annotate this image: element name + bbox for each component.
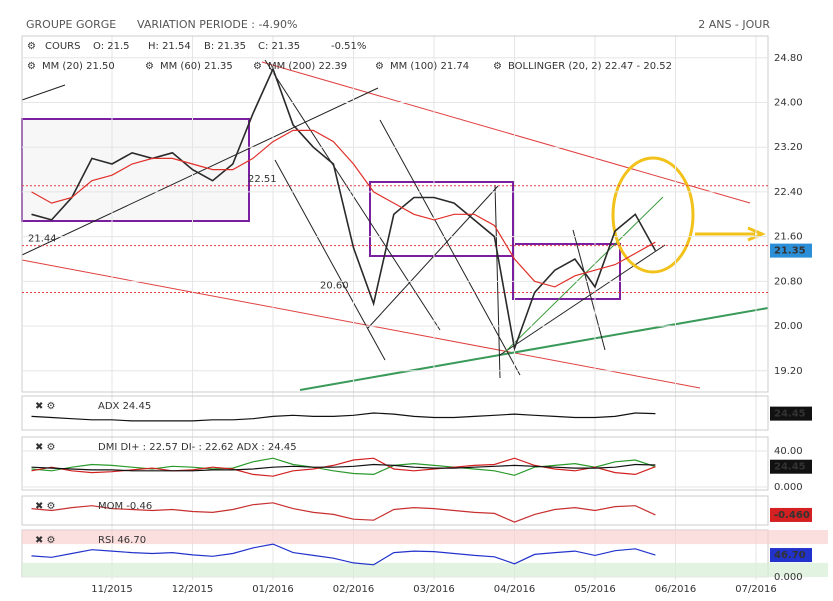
panel-frame [21,495,769,526]
trend-line [264,59,441,331]
legend-indicator: MM (100) 21.74 [390,61,469,72]
highlight-circle [611,156,695,274]
last-value-box [770,548,812,563]
panel-frame [21,436,769,491]
legend-change: -0.51% [331,41,366,52]
legend-icon: ⚙ [253,61,262,72]
series-line [31,543,656,566]
legend-icon: ⚙ [493,61,502,72]
variation: VARIATION PERIODE : -4.90% [137,18,297,31]
legend-high: H: 21.54 [148,41,191,52]
legend-indicator: BOLLINGER (20, 2) 22.47 - 20.52 [508,61,672,72]
x-tick-label: 02/2016 [333,584,375,595]
last-value-label: -0.460 [774,510,810,521]
y-tick-label: 24.80 [774,53,803,64]
level-label: 21.44 [28,234,57,245]
x-tick-label: 05/2016 [574,584,616,595]
rsi-overbought-zone [22,530,828,545]
trend-line [299,307,769,391]
legend-close: C: 21.35 [258,41,300,52]
legend-indicator: MM (200) 22.39 [268,61,347,72]
series-line [31,502,656,523]
y-tick-label: 23.20 [774,142,803,153]
last-value-label: 24.45 [774,462,806,473]
box [512,243,621,300]
y-tick-label: 21.60 [774,232,803,243]
y-tick-label: 22.40 [774,187,803,198]
legend-low: B: 21.35 [204,41,246,52]
legend-indicator: MM (20) 21.50 [42,61,115,72]
x-tick-label: 01/2016 [252,584,294,595]
panel-frame [21,395,769,431]
x-tick-label: 04/2016 [494,584,536,595]
period: 2 ANS - JOUR [698,18,770,31]
y-tick-label: 20.80 [774,276,803,287]
legend-icon: ⚙ [27,41,36,52]
last-value-box [770,507,812,522]
x-tick-label: 07/2016 [735,584,777,595]
trend-line [572,229,606,351]
trend-line [379,119,521,376]
icon: ✖ ⚙ [35,535,56,546]
y-tick-label: 24.00 [774,98,803,109]
x-tick-label: 11/2015 [91,584,133,595]
last-value-box [770,243,812,258]
legend-open: O: 21.5 [93,41,130,52]
box [21,118,250,222]
last-value-box [770,406,812,421]
trend-line [499,244,666,356]
last-value-label: 24.45 [774,409,806,420]
icon: ✖ ⚙ [35,442,56,453]
trend-line [21,84,66,101]
y-tick-label: 19.20 [774,366,803,377]
panel-title: DMI DI+ : 22.57 DI- : 22.62 ADX : 24.45 [98,442,297,453]
legend-icon: ⚙ [145,61,154,72]
trend-line [21,87,379,256]
x-tick-label: 03/2016 [413,584,455,595]
last-value-label: 46.70 [774,550,806,561]
series-line [31,129,656,288]
panel-title: RSI 46.70 [98,535,146,546]
trend-line [274,159,386,361]
last-value-box [770,459,812,474]
trend-line [367,185,499,329]
last-value-label: 21.35 [774,246,806,257]
series-line [31,457,656,476]
legend-icon: ⚙ [27,61,36,72]
box [369,181,514,257]
level-label: 20.60 [320,281,349,292]
series-line [31,412,656,422]
legend-icon: ⚙ [375,61,384,72]
rsi-oversold-zone [22,562,828,577]
y-tick-label: 20.00 [774,321,803,332]
x-tick-label: 12/2015 [172,584,214,595]
legend-cours: COURS [45,41,80,52]
x-tick-label: 06/2016 [655,584,697,595]
level-label: 22.51 [248,174,277,185]
panel-title: MOM -0.46 [98,501,152,512]
y-tick-label: 40.00 [774,446,803,457]
series-line [31,457,656,477]
panel-title: ADX 24.45 [98,401,151,412]
icon: ✖ ⚙ [35,501,56,512]
series-line [31,66,657,352]
panel-frame [21,35,769,393]
title: GROUPE GORGE [26,18,116,31]
channel-line [261,61,751,204]
legend-indicator: MM (60) 21.35 [160,61,233,72]
arrow-head [747,226,766,242]
y-tick-label: 0.000 [774,482,803,493]
y-tick-label: 0.000 [774,572,803,583]
series-line [31,463,656,472]
icon: ✖ ⚙ [35,401,56,412]
